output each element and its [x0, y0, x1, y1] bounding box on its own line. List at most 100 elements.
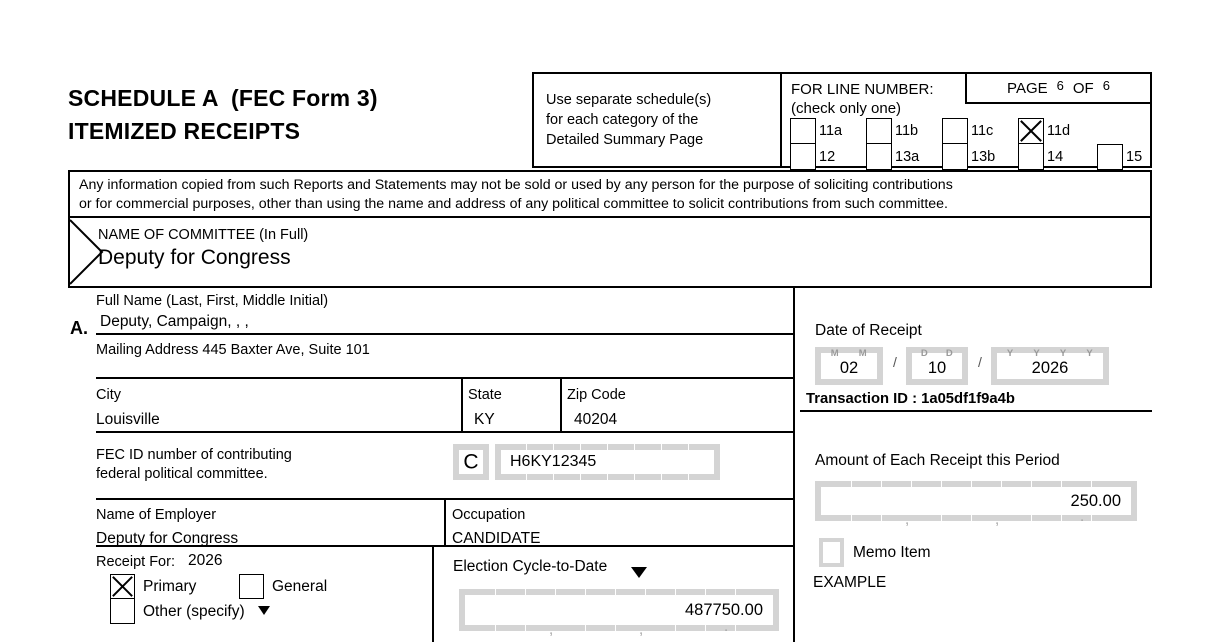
year-hint-4: Y: [1086, 348, 1094, 359]
thousands-separator: ,: [549, 621, 554, 638]
fec-id-value: H6KY12345: [510, 453, 597, 470]
memo-item-label: Memo Item: [853, 544, 931, 561]
mailing-address-rule: [96, 377, 793, 379]
election-cycle-dropdown-icon[interactable]: [631, 567, 647, 578]
employer-value[interactable]: Deputy for Congress: [96, 530, 239, 547]
title-line-1: SCHEDULE A (FEC Form 3): [68, 85, 378, 111]
line-checkbox-12[interactable]: [790, 144, 816, 170]
day-hint: D D: [912, 348, 962, 359]
date-year-input[interactable]: Y Y Y Y 2026: [991, 347, 1109, 385]
city-state-divider: [461, 378, 463, 431]
form-header-box: Use separate schedule(s) for each catego…: [532, 72, 1152, 170]
other-specify-dropdown-icon[interactable]: [258, 606, 270, 615]
decimal-separator: .: [1080, 508, 1085, 525]
election-cycle-amount-value: 487750.00: [685, 600, 763, 619]
full-name-rule: [96, 333, 793, 335]
thousands-separator: ,: [639, 621, 644, 638]
year-hint: Y Y Y Y: [997, 348, 1103, 359]
check-x-icon: [1019, 119, 1043, 143]
occupation-label: Occupation: [452, 507, 526, 523]
line-label-13b: 13b: [971, 149, 996, 165]
receipt-amount-input[interactable]: , , . 250.00: [815, 481, 1137, 527]
title-line-2: ITEMIZED RECEIPTS: [68, 118, 301, 144]
use-separate-schedules-text: Use separate schedule(s) for each catego…: [546, 92, 712, 148]
privacy-notice-box: Any information copied from such Reports…: [68, 170, 1152, 218]
date-slash-1: /: [893, 354, 897, 370]
full-name-label: Full Name (Last, First, Middle Initial): [96, 293, 329, 309]
page-of-box: PAGE 6 OF 6: [965, 74, 1150, 104]
line-checkbox-11a[interactable]: [790, 118, 816, 144]
line-label-12: 12: [819, 149, 836, 165]
mailing-address-value[interactable]: 445 Baxter Ave, Suite 101: [202, 342, 370, 358]
transaction-id-rule: [800, 410, 1152, 412]
thousands-separator: ,: [995, 511, 1000, 528]
fec-id-row-rule: [96, 498, 793, 500]
check-x-icon: [111, 575, 134, 598]
city-value[interactable]: Louisville: [96, 411, 160, 428]
receipt-for-primary-checkbox[interactable]: [110, 574, 135, 599]
fec-id-prefix: C: [463, 450, 479, 474]
line-checkbox-11d[interactable]: [1018, 118, 1044, 144]
committee-label: NAME OF COMMITTEE (In Full): [98, 227, 309, 243]
receipt-for-primary-label: Primary: [143, 578, 197, 595]
year-hint-3: Y: [1059, 348, 1067, 359]
employer-label: Name of Employer: [96, 507, 217, 523]
receipt-for-general-checkbox[interactable]: [239, 574, 264, 599]
receipt-for-other-label: Other (specify): [143, 603, 245, 620]
page-number: 6: [1056, 77, 1064, 93]
receipt-for-other-checkbox[interactable]: [110, 599, 135, 624]
line-checkbox-13b[interactable]: [942, 144, 968, 170]
of-word: OF: [1072, 79, 1094, 97]
month-hint: M M: [821, 348, 877, 359]
occupation-value[interactable]: CANDIDATE: [452, 530, 541, 547]
column-divider: [793, 288, 795, 642]
state-zip-divider: [560, 378, 562, 431]
date-day-input[interactable]: D D 10: [906, 347, 968, 385]
notice-line-1: Any information copied from such Reports…: [79, 177, 953, 193]
date-month-value: 02: [839, 359, 859, 377]
state-value[interactable]: KY: [474, 411, 495, 428]
zip-value[interactable]: 40204: [574, 411, 618, 428]
use-separate-schedules-note: Use separate schedule(s) for each catego…: [534, 74, 782, 166]
date-day-value: 10: [927, 359, 947, 377]
full-name-value[interactable]: Deputy, Campaign, , ,: [100, 313, 249, 330]
fec-id-label-line2: federal political committee.: [96, 466, 268, 482]
page-title: SCHEDULE A (FEC Form 3) ITEMIZED RECEIPT…: [68, 82, 378, 148]
year-hint-1: Y: [1006, 348, 1014, 359]
month-hint-2: M: [858, 348, 868, 359]
month-hint-1: M: [830, 348, 840, 359]
transaction-id: Transaction ID : 1a05df1f9a4b: [806, 391, 1015, 407]
employer-occupation-divider: [444, 499, 446, 545]
zip-label: Zip Code: [567, 387, 626, 403]
notice-line-2: or for commercial purposes, other than u…: [79, 196, 948, 212]
committee-name-value: Deputy for Congress: [98, 246, 291, 269]
fec-id-prefix-box: C: [453, 444, 489, 480]
fec-id-input[interactable]: H6KY12345: [495, 444, 720, 480]
city-label: City: [96, 387, 121, 403]
receipt-for-general-label: General: [272, 578, 328, 595]
year-hint-2: Y: [1033, 348, 1041, 359]
amount-label: Amount of Each Receipt this Period: [815, 452, 1060, 469]
line-checkbox-14[interactable]: [1018, 144, 1044, 170]
date-month-input[interactable]: M M 02: [815, 347, 883, 385]
line-label-11b: 11b: [895, 123, 919, 139]
thousands-separator: ,: [905, 511, 910, 528]
line-checkbox-13a[interactable]: [866, 144, 892, 170]
day-hint-1: D: [920, 348, 929, 359]
line-checkbox-11c[interactable]: [942, 118, 968, 144]
line-checkbox-11b[interactable]: [866, 118, 892, 144]
fec-id-label-line1: FEC ID number of contributing: [96, 447, 292, 463]
line-label-11a: 11a: [819, 123, 843, 139]
city-row-rule: [96, 431, 793, 433]
committee-name-box: NAME OF COMMITTEE (In Full) Deputy for C…: [68, 218, 1152, 288]
decimal-separator: .: [724, 618, 729, 635]
election-cycle-amount-input[interactable]: , , . 487750.00: [459, 589, 779, 637]
state-label: State: [468, 387, 502, 403]
mailing-address-row: Mailing Address 445 Baxter Ave, Suite 10…: [96, 341, 370, 360]
memo-item-checkbox[interactable]: [819, 538, 844, 567]
employer-row-rule: [96, 545, 793, 547]
line-label-15: 15: [1126, 149, 1143, 165]
line-checkbox-15[interactable]: [1097, 144, 1123, 170]
line-label-14: 14: [1047, 149, 1064, 165]
